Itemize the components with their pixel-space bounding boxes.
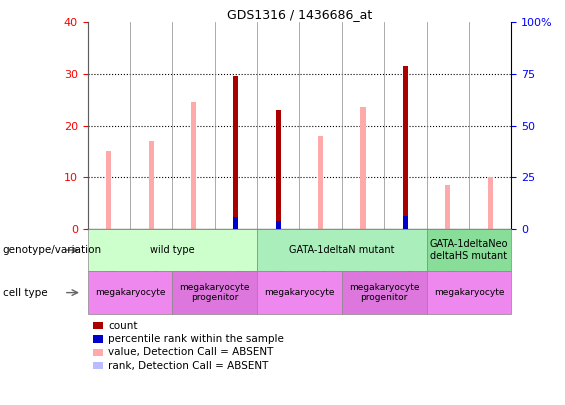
Bar: [276, 221, 281, 229]
Bar: [106, 151, 111, 229]
Bar: [318, 136, 323, 229]
Bar: [233, 77, 238, 229]
Text: megakaryocyte
progenitor: megakaryocyte progenitor: [349, 283, 419, 302]
Bar: [360, 107, 366, 229]
Bar: [318, 223, 323, 229]
Text: megakaryocyte: megakaryocyte: [95, 288, 165, 297]
Bar: [360, 223, 366, 229]
Text: wild type: wild type: [150, 245, 194, 255]
Bar: [403, 216, 408, 229]
Text: cell type: cell type: [3, 288, 47, 298]
Text: megakaryocyte: megakaryocyte: [434, 288, 504, 297]
Bar: [191, 102, 196, 229]
Text: megakaryocyte: megakaryocyte: [264, 288, 334, 297]
Bar: [488, 177, 493, 229]
Text: rank, Detection Call = ABSENT: rank, Detection Call = ABSENT: [108, 361, 268, 371]
Title: GDS1316 / 1436686_at: GDS1316 / 1436686_at: [227, 8, 372, 21]
Text: genotype/variation: genotype/variation: [3, 245, 102, 255]
Bar: [488, 223, 493, 229]
Bar: [191, 223, 196, 229]
Bar: [233, 217, 238, 229]
Bar: [445, 223, 450, 229]
Bar: [149, 223, 154, 229]
Text: GATA-1deltaN mutant: GATA-1deltaN mutant: [289, 245, 394, 255]
Bar: [403, 66, 408, 229]
Text: GATA-1deltaNeo
deltaHS mutant: GATA-1deltaNeo deltaHS mutant: [430, 239, 508, 261]
Bar: [149, 141, 154, 229]
Text: value, Detection Call = ABSENT: value, Detection Call = ABSENT: [108, 347, 273, 357]
Bar: [445, 185, 450, 229]
Bar: [276, 110, 281, 229]
Text: megakaryocyte
progenitor: megakaryocyte progenitor: [180, 283, 250, 302]
Text: percentile rank within the sample: percentile rank within the sample: [108, 334, 284, 344]
Text: count: count: [108, 321, 137, 330]
Bar: [106, 223, 111, 229]
